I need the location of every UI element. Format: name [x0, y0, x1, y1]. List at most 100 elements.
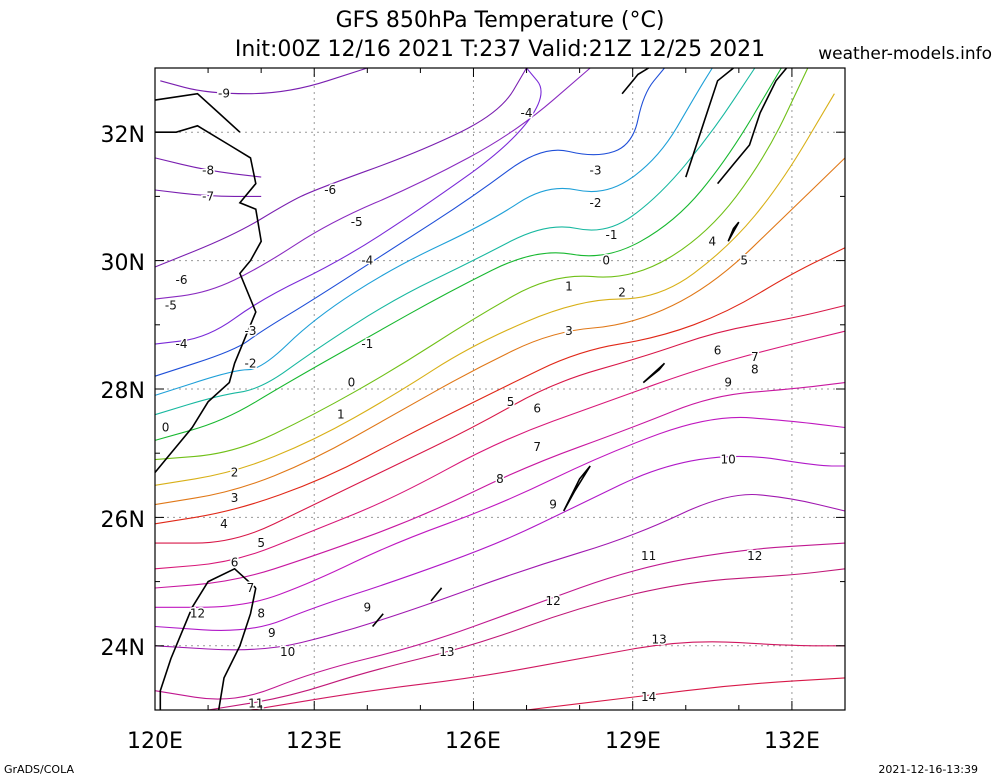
contour-label: 8: [496, 472, 504, 486]
lat-label-32n: 32N: [101, 123, 145, 148]
contour-line--8: [154, 157, 262, 178]
lon-label-129e: 129E: [605, 729, 661, 754]
contour-label: 6: [533, 401, 541, 415]
contour-line-5: [155, 304, 846, 544]
contour-label: 7: [247, 581, 255, 595]
longitude-labels: 120E 123E 126E 129E 132E: [127, 729, 820, 754]
contour-label: 6: [231, 555, 239, 569]
lat-label-30n: 30N: [101, 251, 145, 276]
contour-label: -4: [176, 337, 188, 351]
contour-line-9: [154, 455, 845, 631]
contour-label: 2: [618, 286, 626, 300]
contour-label: -1: [606, 228, 618, 242]
footer-timestamp: 2021-12-16-13:39: [878, 763, 978, 776]
contour-label: -3: [590, 164, 602, 178]
lat-label-26n: 26N: [101, 508, 145, 533]
map-title-line2: Init:00Z 12/16 2021 T:237 Valid:21Z 12/2…: [234, 37, 766, 62]
contour-line-7: [154, 382, 846, 589]
contour-label: -6: [324, 183, 336, 197]
contour-line--1: [154, 67, 756, 416]
coastline-segment: [159, 567, 257, 710]
coastlines: [154, 67, 788, 711]
contour-label: 7: [533, 440, 541, 454]
contour-label: 8: [257, 607, 265, 621]
contour-label: -4: [521, 106, 533, 120]
coastline-segment: [154, 124, 263, 474]
contour-label: 14: [641, 690, 656, 704]
contour-label: 5: [740, 254, 748, 268]
coastline-segment: [685, 67, 735, 178]
coastline-segment: [430, 587, 443, 602]
contour-line-4: [154, 247, 846, 525]
contour-label: -9: [218, 87, 230, 101]
coastline-segment: [642, 362, 666, 384]
contour-label: 3: [565, 324, 573, 338]
contour-line--3: [154, 67, 665, 377]
contour-label: 11: [641, 549, 656, 563]
coastline-segment: [154, 92, 241, 133]
contour-label: 12: [190, 607, 205, 621]
contour-line-3: [154, 157, 846, 506]
contour-label: 0: [348, 376, 356, 390]
contour-line--4: [154, 67, 542, 345]
contour-label: 9: [268, 626, 276, 640]
contour-label: 4: [220, 517, 228, 531]
contour-label: -5: [351, 215, 363, 229]
contour-lines: [154, 67, 846, 711]
coastline-segment: [727, 221, 740, 242]
contour-label: 7: [751, 350, 759, 364]
contour-line-14: [526, 677, 846, 711]
lon-label-126e: 126E: [445, 729, 501, 754]
contour-label: 2: [231, 466, 239, 480]
contour-label: 10: [280, 645, 295, 659]
contour-line--6: [154, 67, 527, 268]
contour-label: 5: [257, 536, 265, 550]
coastline-segment: [621, 67, 650, 95]
axis-ticks: [154, 67, 846, 711]
contour-label: 0: [602, 254, 610, 268]
contour-line--9: [160, 67, 368, 95]
contour-line--2: [154, 67, 713, 396]
contour-label: -2: [590, 196, 602, 210]
contour-label: -7: [202, 189, 214, 203]
latitude-labels: 32N 30N 28N 26N 24N: [101, 123, 145, 661]
source-site-label[interactable]: weather-models.info: [818, 44, 992, 64]
contour-line-13: [250, 641, 845, 711]
contour-label: 9: [549, 498, 557, 512]
contour-line-6: [154, 330, 846, 570]
contour-line-10: [154, 493, 846, 651]
contour-label: 1: [337, 408, 345, 422]
lat-label-24n: 24N: [101, 636, 145, 661]
contour-label: 12: [545, 594, 560, 608]
contour-line-11: [154, 542, 846, 700]
contour-label: -8: [202, 164, 214, 178]
contour-line-1: [154, 67, 809, 461]
footer-software: GrADS/COLA: [4, 763, 74, 776]
coastline-segment: [371, 613, 384, 628]
contour-label: 8: [751, 363, 759, 377]
contour-label: 9: [724, 376, 732, 390]
contour-label: -2: [245, 356, 257, 370]
contour-label: 5: [507, 395, 515, 409]
contour-label: 3: [231, 491, 239, 505]
lon-label-120e: 120E: [127, 729, 183, 754]
lon-label-123e: 123E: [286, 729, 342, 754]
contour-label: 10: [721, 453, 736, 467]
contour-label: 4: [708, 234, 716, 248]
contour-line--5: [154, 67, 591, 300]
lat-label-28n: 28N: [101, 379, 145, 404]
contour-label: 13: [652, 632, 667, 646]
contour-label: -5: [165, 299, 177, 313]
contour-label: 6: [714, 344, 722, 358]
contour-label: 12: [747, 549, 762, 563]
map-title-line1: GFS 850hPa Temperature (°C): [335, 8, 665, 33]
coastline-segment: [217, 587, 257, 711]
contour-line-2: [154, 93, 835, 486]
contour-label: -1: [361, 337, 373, 351]
contour-labels: -9-8-7-6-6-5-5-4-4-4-3-3-2-2-1-100011223…: [160, 85, 764, 712]
contour-line-12: [208, 568, 846, 711]
contour-label: -3: [245, 324, 257, 338]
contour-label: 13: [439, 645, 454, 659]
contour-line--7: [154, 189, 262, 197]
